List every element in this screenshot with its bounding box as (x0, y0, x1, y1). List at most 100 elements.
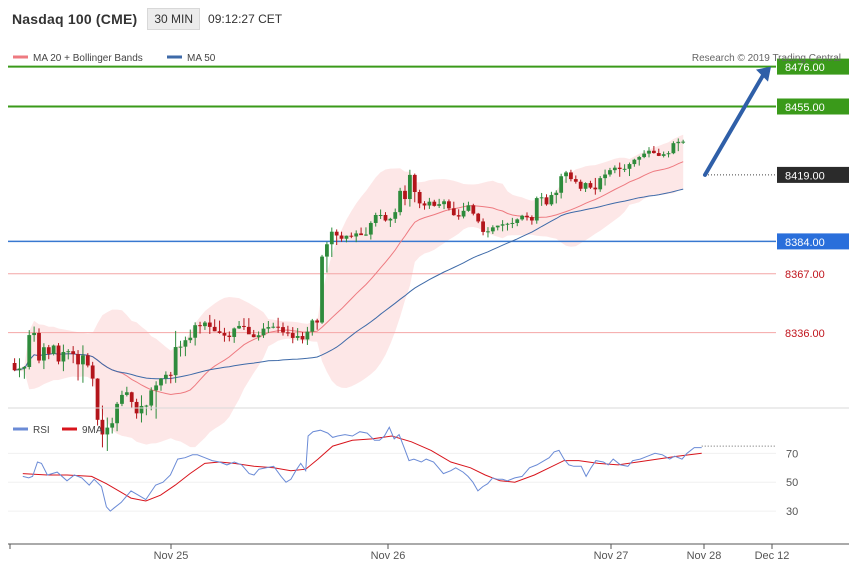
candle (373, 212, 378, 227)
candle (422, 201, 427, 210)
candle (490, 225, 495, 234)
candle-body (554, 192, 559, 196)
candle-body (237, 325, 241, 329)
candle-body (168, 374, 173, 376)
candle (110, 417, 115, 434)
candle (407, 169, 412, 207)
rsi-ma-line (22, 435, 702, 502)
candle (105, 417, 110, 451)
candle-body (46, 347, 51, 354)
candle (27, 330, 32, 370)
candle-body (490, 227, 495, 232)
candle (598, 176, 603, 192)
rsi-legend-label: RSI (33, 425, 50, 436)
candle-body (212, 326, 217, 332)
clock-readout: 09:12:27 CET (208, 12, 283, 26)
candle (427, 197, 432, 209)
candle-body (261, 328, 266, 336)
candle (432, 199, 437, 207)
candle (168, 371, 173, 384)
candle-body (193, 325, 198, 338)
candle-body (578, 181, 583, 189)
candle-body (203, 322, 207, 327)
candle (359, 227, 363, 236)
rsi-line (22, 426, 702, 512)
candle-body (66, 351, 71, 353)
ma20-line (14, 161, 684, 396)
candle-body (364, 234, 368, 236)
candle (603, 169, 607, 186)
candle (612, 165, 617, 174)
timeframe-button[interactable]: 30 MIN (147, 8, 201, 30)
candle (76, 350, 80, 381)
level-labels: 8476.00 8455.00 8419.00 8384.00 8367.00 8336.… (777, 58, 849, 340)
candle (71, 346, 76, 364)
candle (46, 344, 51, 360)
candle (456, 209, 461, 220)
candle-body (456, 215, 461, 217)
candle-body (159, 378, 163, 386)
candle (329, 227, 334, 257)
candle-body (115, 403, 119, 424)
candle (447, 199, 451, 211)
candle (261, 323, 266, 338)
candle (666, 151, 671, 158)
candle (124, 386, 129, 397)
candle-body (183, 340, 188, 347)
level-label-8455: 8455.00 (785, 102, 825, 114)
candle (276, 317, 281, 333)
instrument-title: Nasdaq 100 (CME) (12, 11, 138, 27)
candle-body (344, 235, 349, 239)
candle (486, 227, 490, 238)
candle-body (603, 174, 607, 179)
candle (305, 326, 310, 345)
candle (85, 353, 90, 368)
candle-body (505, 223, 510, 225)
candle (266, 321, 271, 333)
candle-body (422, 203, 427, 206)
candle (651, 146, 656, 154)
candle (529, 215, 534, 225)
candle-body (442, 201, 446, 205)
candle-body (85, 355, 90, 366)
time-tick-label: Nov 26 (371, 550, 406, 562)
candle-body (61, 351, 66, 362)
candle-body (290, 332, 295, 338)
candle-body (388, 218, 393, 221)
candle (500, 220, 505, 232)
candle (37, 328, 41, 364)
candle-body (500, 224, 505, 226)
candle (368, 221, 373, 240)
rsi-panel: 30 50 70 (8, 426, 798, 518)
candle-body (281, 327, 285, 333)
candle (378, 209, 383, 219)
candle-body (41, 347, 46, 361)
bollinger-band-fill (14, 134, 684, 448)
candle-body (661, 154, 666, 156)
candle (325, 241, 329, 273)
candle (495, 225, 500, 231)
candle-body (651, 150, 656, 154)
candle-body (627, 164, 632, 169)
candle-body (305, 331, 310, 340)
candle (661, 151, 666, 158)
ma50-line (14, 188, 684, 380)
candle (129, 391, 134, 408)
candle (56, 343, 61, 365)
candle (251, 329, 256, 338)
candle (159, 378, 163, 391)
forecast-arrow-head (756, 66, 771, 82)
candle-body (76, 354, 80, 365)
candle (300, 332, 305, 344)
candle-body (276, 326, 281, 328)
candle (349, 232, 354, 239)
price-levels (8, 65, 776, 334)
candle-body (71, 351, 76, 355)
candle (681, 139, 686, 144)
candle-body (622, 168, 627, 170)
candle-body (139, 405, 144, 414)
candle (51, 344, 56, 356)
candle-body (90, 365, 95, 379)
candle (481, 218, 485, 236)
